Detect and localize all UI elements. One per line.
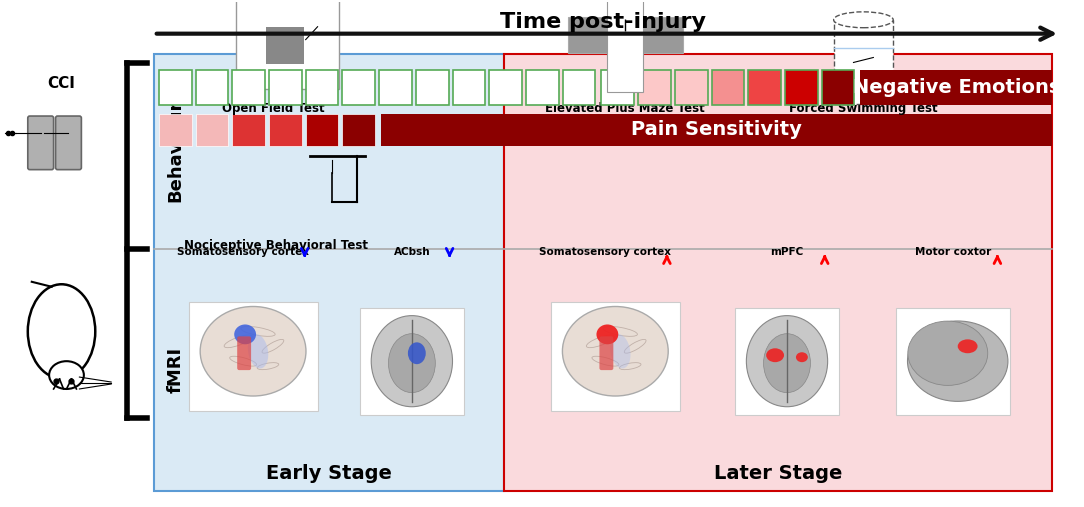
FancyBboxPatch shape bbox=[154, 54, 504, 491]
Text: Somatosensory cortex: Somatosensory cortex bbox=[177, 247, 309, 257]
FancyBboxPatch shape bbox=[28, 116, 53, 170]
Ellipse shape bbox=[563, 307, 668, 396]
FancyBboxPatch shape bbox=[306, 114, 338, 146]
FancyBboxPatch shape bbox=[489, 70, 522, 105]
Text: Open Field Test: Open Field Test bbox=[221, 102, 324, 115]
FancyBboxPatch shape bbox=[237, 336, 251, 370]
FancyBboxPatch shape bbox=[236, 0, 339, 89]
FancyBboxPatch shape bbox=[379, 70, 412, 105]
FancyBboxPatch shape bbox=[269, 114, 301, 146]
FancyBboxPatch shape bbox=[343, 70, 375, 105]
Text: Somatosensory cortex: Somatosensory cortex bbox=[540, 247, 671, 257]
FancyBboxPatch shape bbox=[895, 308, 1010, 415]
Ellipse shape bbox=[371, 316, 452, 407]
Text: Negative Emotions: Negative Emotions bbox=[852, 78, 1060, 97]
FancyBboxPatch shape bbox=[735, 308, 839, 415]
FancyBboxPatch shape bbox=[526, 70, 558, 105]
FancyBboxPatch shape bbox=[189, 302, 318, 411]
Ellipse shape bbox=[763, 334, 811, 392]
Text: Motor coxtor: Motor coxtor bbox=[915, 247, 991, 257]
Ellipse shape bbox=[796, 352, 808, 362]
FancyBboxPatch shape bbox=[822, 70, 854, 105]
Ellipse shape bbox=[766, 348, 784, 362]
FancyBboxPatch shape bbox=[834, 20, 893, 104]
FancyBboxPatch shape bbox=[861, 70, 1051, 105]
Text: Nociceptive Behavioral Test: Nociceptive Behavioral Test bbox=[183, 239, 367, 252]
FancyBboxPatch shape bbox=[551, 302, 680, 411]
FancyBboxPatch shape bbox=[504, 54, 1051, 491]
FancyBboxPatch shape bbox=[360, 308, 464, 415]
Ellipse shape bbox=[957, 339, 978, 353]
Ellipse shape bbox=[907, 321, 1008, 402]
FancyBboxPatch shape bbox=[232, 114, 264, 146]
Ellipse shape bbox=[201, 307, 306, 396]
Text: Time post-injury: Time post-injury bbox=[500, 12, 706, 32]
FancyBboxPatch shape bbox=[452, 70, 486, 105]
Ellipse shape bbox=[610, 334, 631, 369]
Ellipse shape bbox=[408, 342, 426, 364]
Text: Behaviour: Behaviour bbox=[167, 100, 184, 202]
FancyBboxPatch shape bbox=[269, 70, 301, 105]
Text: ACbsh: ACbsh bbox=[393, 247, 430, 257]
FancyBboxPatch shape bbox=[343, 114, 375, 146]
FancyBboxPatch shape bbox=[638, 70, 671, 105]
FancyBboxPatch shape bbox=[568, 17, 683, 53]
FancyBboxPatch shape bbox=[195, 70, 229, 105]
FancyBboxPatch shape bbox=[748, 70, 782, 105]
FancyBboxPatch shape bbox=[711, 70, 745, 105]
FancyBboxPatch shape bbox=[607, 0, 643, 92]
Ellipse shape bbox=[907, 321, 988, 385]
Ellipse shape bbox=[834, 12, 893, 28]
FancyBboxPatch shape bbox=[785, 70, 817, 105]
Ellipse shape bbox=[234, 324, 256, 344]
FancyBboxPatch shape bbox=[266, 27, 304, 64]
Ellipse shape bbox=[49, 361, 83, 389]
FancyBboxPatch shape bbox=[195, 114, 229, 146]
FancyBboxPatch shape bbox=[55, 116, 81, 170]
FancyBboxPatch shape bbox=[306, 70, 338, 105]
Text: Elevated Plus Maze Test: Elevated Plus Maze Test bbox=[545, 102, 705, 115]
Text: Early Stage: Early Stage bbox=[266, 464, 392, 483]
FancyBboxPatch shape bbox=[158, 70, 192, 105]
Text: CCI: CCI bbox=[48, 76, 76, 91]
FancyBboxPatch shape bbox=[416, 70, 449, 105]
Ellipse shape bbox=[596, 324, 618, 344]
Ellipse shape bbox=[28, 284, 95, 379]
FancyBboxPatch shape bbox=[158, 114, 192, 146]
FancyBboxPatch shape bbox=[599, 336, 614, 370]
FancyBboxPatch shape bbox=[232, 70, 264, 105]
FancyBboxPatch shape bbox=[563, 70, 595, 105]
Text: Forced Swimming Test: Forced Swimming Test bbox=[789, 102, 938, 115]
Text: fMRI: fMRI bbox=[167, 347, 184, 393]
FancyBboxPatch shape bbox=[675, 70, 708, 105]
Text: Pain Sensitivity: Pain Sensitivity bbox=[631, 121, 802, 139]
Ellipse shape bbox=[388, 334, 436, 392]
Ellipse shape bbox=[248, 334, 268, 369]
Text: Later Stage: Later Stage bbox=[714, 464, 842, 483]
Text: mPFC: mPFC bbox=[771, 247, 803, 257]
FancyBboxPatch shape bbox=[602, 70, 634, 105]
Ellipse shape bbox=[747, 316, 828, 407]
FancyBboxPatch shape bbox=[382, 114, 1051, 146]
